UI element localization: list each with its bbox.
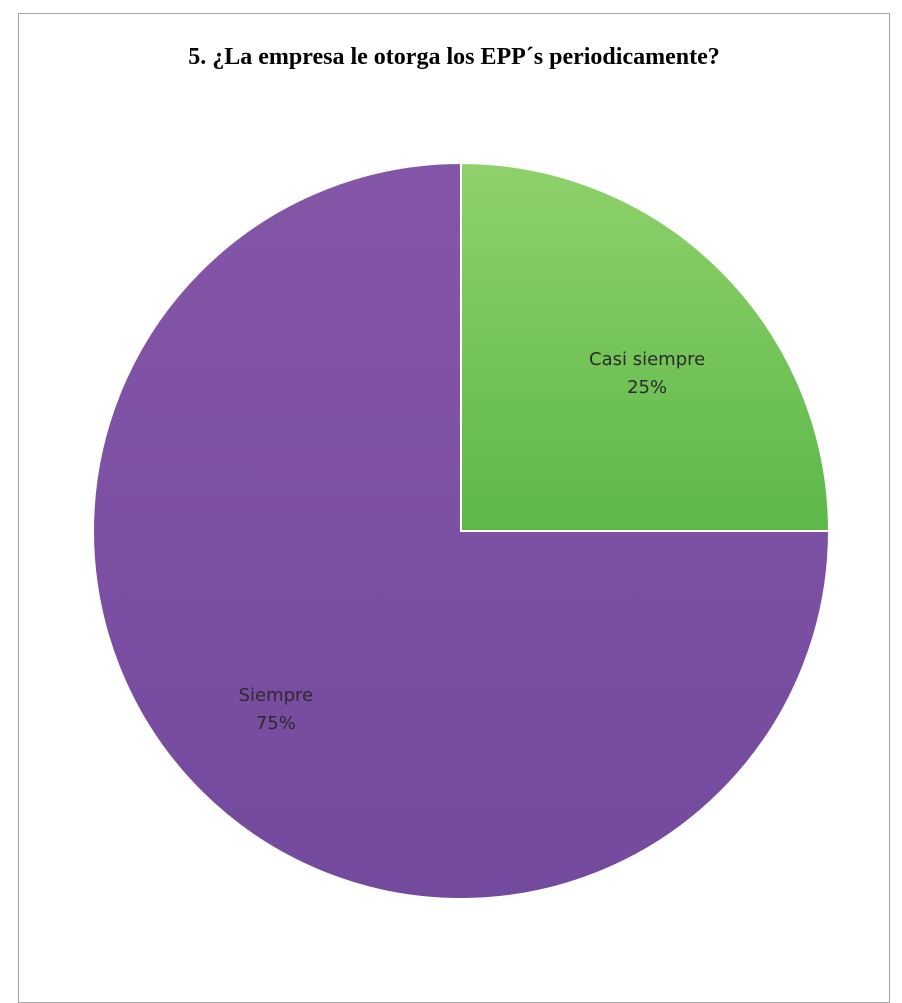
slice-category-label: Siempre	[239, 685, 314, 706]
chart-title: 5. ¿La empresa le otorga los EPP´s perio…	[188, 44, 720, 70]
slice-value-label: 25%	[627, 377, 667, 398]
slice-category-label: Casi siempre	[589, 349, 705, 370]
pie-labels: Casi siempre 25% Siempre 75%	[239, 349, 706, 734]
pie-slice-siempre	[92, 161, 831, 900]
slice-value-label: 75%	[256, 713, 296, 734]
pie-slices	[92, 161, 831, 900]
pie-slice-casi-siempre	[460, 161, 831, 532]
